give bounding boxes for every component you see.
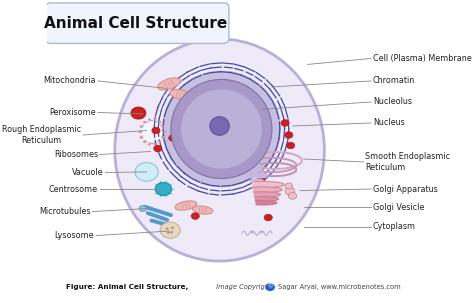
FancyBboxPatch shape [46,3,229,43]
Circle shape [167,231,170,234]
Circle shape [256,177,265,183]
Circle shape [171,227,174,229]
Polygon shape [256,201,277,205]
Circle shape [288,193,297,199]
Circle shape [131,107,146,119]
Circle shape [148,118,151,121]
Ellipse shape [158,78,181,90]
Text: Golgi Apparatus: Golgi Apparatus [373,185,438,194]
Circle shape [158,141,162,143]
Ellipse shape [170,90,191,99]
Text: Sagar Aryal, www.microbenotes.com: Sagar Aryal, www.microbenotes.com [276,284,401,290]
Circle shape [148,143,151,145]
Circle shape [140,125,143,128]
Circle shape [160,222,180,238]
Text: Chromatin: Chromatin [373,76,415,85]
Text: Figure: Animal Cell Structure,: Figure: Animal Cell Structure, [66,284,188,290]
Text: Smooth Endoplasmic
Reticulum: Smooth Endoplasmic Reticulum [365,152,451,172]
Ellipse shape [175,201,197,210]
Polygon shape [253,181,284,188]
Text: Cytoplasm: Cytoplasm [373,222,416,231]
Ellipse shape [254,172,268,178]
Circle shape [170,231,173,233]
Circle shape [154,145,162,152]
Circle shape [287,142,295,149]
Circle shape [264,214,273,221]
Ellipse shape [192,206,213,214]
Polygon shape [255,192,280,197]
Circle shape [285,183,292,189]
Ellipse shape [181,89,262,168]
Circle shape [140,136,143,139]
Text: ©: © [267,285,273,290]
Circle shape [152,127,160,134]
Circle shape [281,120,289,126]
Circle shape [154,118,156,121]
Text: Microtubules: Microtubules [39,207,91,216]
Ellipse shape [141,121,163,143]
Circle shape [285,187,295,195]
Text: Animal Cell Structure: Animal Cell Structure [44,15,227,31]
Circle shape [143,141,146,143]
Circle shape [139,205,146,211]
Text: Cell (Plasma) Membrane: Cell (Plasma) Membrane [373,54,472,63]
Ellipse shape [245,172,258,178]
Text: Rough Endoplasmic
Reticulum: Rough Endoplasmic Reticulum [2,125,81,145]
Text: Nucleolus: Nucleolus [373,98,412,106]
Circle shape [285,132,293,138]
Text: Nucleus: Nucleus [373,118,405,128]
Polygon shape [254,187,282,192]
Circle shape [138,131,141,133]
Polygon shape [255,197,279,201]
Circle shape [163,131,166,133]
Circle shape [155,182,172,196]
Text: Lysosome: Lysosome [55,231,94,240]
Circle shape [154,143,156,145]
Circle shape [162,136,165,139]
Text: Image Copyright: Image Copyright [214,284,273,290]
Circle shape [265,283,275,291]
Circle shape [191,213,200,219]
Ellipse shape [115,39,324,261]
Text: Ribosomes: Ribosomes [54,150,98,159]
Circle shape [158,121,162,123]
Ellipse shape [249,178,264,185]
Ellipse shape [247,166,263,173]
Text: Centrosome: Centrosome [49,185,98,194]
Circle shape [169,135,177,141]
Ellipse shape [171,79,272,178]
Text: Peroxisome: Peroxisome [49,108,96,117]
Text: Mitochondria: Mitochondria [44,76,96,85]
Text: Vacuole: Vacuole [72,168,104,177]
Circle shape [166,228,169,230]
Ellipse shape [210,117,229,135]
Text: Golgi Vesicle: Golgi Vesicle [373,202,424,211]
Circle shape [162,125,165,128]
Ellipse shape [135,163,158,181]
Ellipse shape [162,71,281,188]
Circle shape [143,121,146,123]
